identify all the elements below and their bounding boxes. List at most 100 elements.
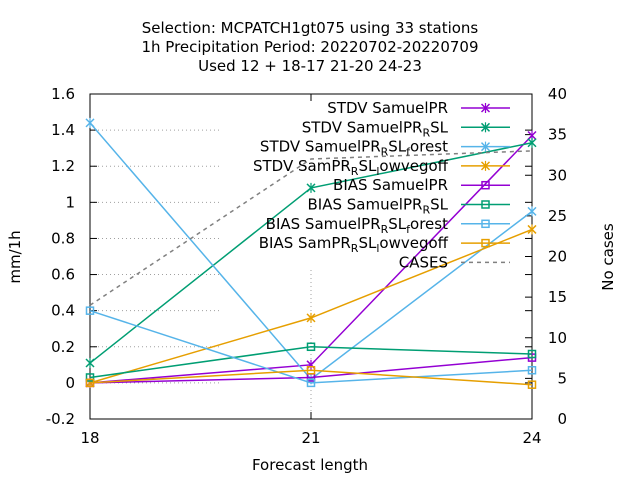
legend-label-text: owvegoff [379,234,448,252]
legend-sample-marker [481,180,490,190]
series-9 [89,150,533,306]
legend-label-text: BIAS SamuelPR [307,196,422,214]
legend-label-subscript: f [406,223,411,236]
y2-tick-label: 40 [548,85,567,103]
series-line [89,356,533,384]
legend-label-text: STDV SamPR [253,157,351,175]
data-point [306,342,316,352]
legend-label-text: owvegoff [379,157,448,175]
data-point [527,366,537,375]
x-axis-label: Forecast length [252,456,368,474]
legend-label-subscript: R [351,242,359,255]
legend-sample-marker [481,238,490,248]
legend-label-text: CASES [399,253,448,271]
y-axis-label: mm/1h [6,230,24,283]
legend-label-text: SL [388,138,407,156]
legend-sample-marker [481,219,490,229]
y2-axis-label: No cases [599,223,617,291]
legend-label-text: BIAS SamuelPR [266,215,381,233]
series-line [89,150,533,306]
y2-tick-label: 20 [548,248,567,266]
y-tick-label: 0.8 [51,229,75,247]
legend-label: BIAS SamPRRSLlowvegoff [259,234,449,255]
legend-entry: STDV SamuelPR [327,99,510,117]
legend-label-subscript: R [381,146,389,159]
chart-title: Selection: MCPATCH1gt075 using 33 statio… [141,19,478,75]
legend-label-text: STDV SamuelPR [302,118,423,136]
legend-label-text: SL [358,234,377,252]
y-tick-label: 1.4 [51,121,75,139]
y-tick-label: 1 [65,193,75,211]
series-line [89,142,533,364]
data-point [85,378,95,388]
legend-label-text: STDV SamuelPR [260,138,381,156]
legend-label-text: BIAS SamuelPR [333,176,448,194]
series-7 [85,306,537,388]
legend-entry: BIAS SamuelPRRSL [307,196,510,217]
legend-label: BIAS SamuelPR [333,176,448,194]
legend-entry: CASES [399,253,510,271]
legend-label-text: SL [388,215,407,233]
series-lines [85,117,537,389]
legend-label-subscript: R [422,204,430,217]
data-point [85,373,95,382]
title-line-2: 1h Precipitation Period: 20220702-202207… [141,38,478,56]
x-tick-label: 24 [522,429,541,447]
data-point [527,349,537,359]
legend-entry: STDV SamPRRSLlowvegoff [253,157,510,178]
data-point [306,366,316,375]
legend-label-subscript: l [376,242,379,255]
title-line-3: Used 12 + 18-17 21-20 24-23 [198,57,422,75]
legend-label: CASES [399,253,448,271]
legend-sample-marker [481,200,490,209]
series-line [89,346,533,379]
legend-entry: STDV SamuelPRRSL [302,118,510,139]
x-tick-label: 18 [80,429,99,447]
series-line [89,309,533,384]
series-2 [85,137,537,369]
x-tick-label: 21 [301,429,320,447]
axes: -0.2 0 0.2 0.4 0.6 0.8 1 1.2 1.4 1.6 0 5 10 15 20 25 30 3… [46,85,567,447]
y2-tick-label: 15 [548,288,567,306]
data-point [527,380,537,389]
legend-label-subscript: R [381,223,389,236]
data-point [85,306,95,315]
legend-label-subscript: R [422,126,430,139]
legend-label: BIAS SamuelPRRSLforest [266,215,448,236]
legend-entry: BIAS SamuelPRRSLforest [266,215,510,236]
legend-label-subscript: R [351,165,359,178]
legend-label-text: BIAS SamPR [259,234,351,252]
y2-tick-label: 30 [548,166,567,184]
legend-label: STDV SamuelPRRSLforest [260,138,448,159]
legend-label-text: SL [358,157,377,175]
legend-label-subscript: f [406,146,411,159]
legend-label-text: SL [430,118,449,136]
series-8 [85,366,537,389]
legend-label: STDV SamuelPRRSL [302,118,449,139]
y2-tick-label: 0 [557,410,567,428]
y2-tick-label: 35 [548,126,567,144]
title-line-1: Selection: MCPATCH1gt075 using 33 statio… [142,19,479,37]
legend-label-text: STDV SamuelPR [327,99,448,117]
y2-tick-label: 5 [557,369,567,387]
y2-tick-label: 10 [548,329,567,347]
y-tick-label: -0.2 [46,410,75,428]
legend-entry: STDV SamuelPRRSLforest [260,138,510,159]
legend-entry: BIAS SamuelPR [333,176,510,194]
legend-entry: BIAS SamPRRSLlowvegoff [259,234,510,255]
series-line [89,369,533,386]
legend-label: STDV SamPRRSLlowvegoff [253,157,449,178]
legend-label: BIAS SamuelPRRSL [307,196,448,217]
y2-tick-label: 25 [548,207,567,225]
series-6 [85,342,537,382]
legend-label: STDV SamuelPR [327,99,448,117]
y-tick-label: 1.2 [51,157,75,175]
legend-label-text: orest [410,215,448,233]
legend-label-subscript: l [376,165,379,178]
y-tick-label: 0.4 [51,302,75,320]
y-tick-label: 0.2 [51,338,75,356]
legend-label-text: orest [410,138,448,156]
y-tick-label: 1.6 [51,85,75,103]
